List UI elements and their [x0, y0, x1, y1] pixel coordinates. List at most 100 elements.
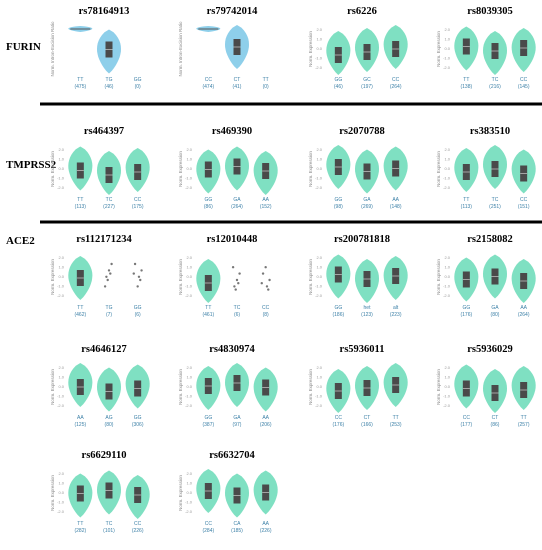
group-count: (80) — [491, 312, 500, 318]
y-tick-label: 2.0 — [316, 255, 322, 260]
y-tick-label: -2.0 — [185, 293, 193, 298]
group-count: (461) — [202, 312, 214, 318]
point — [234, 288, 237, 291]
y-tick-label: 0.0 — [444, 274, 450, 279]
section-label: FURIN — [6, 41, 41, 53]
group-count: (264) — [390, 84, 402, 90]
y-axis-label: Norm. Expression — [50, 259, 55, 295]
panel-title: rs200781818 — [334, 234, 390, 245]
y-tick-label: 2.0 — [316, 147, 322, 152]
x-tick-label: CC — [520, 197, 528, 203]
x-tick-label: CC — [205, 77, 213, 83]
group-count: (41) — [233, 84, 242, 90]
group-count: (177) — [460, 422, 472, 428]
y-tick-label: 2.0 — [186, 365, 192, 370]
panel-title: rs79742014 — [207, 6, 258, 17]
group-count: (176) — [460, 312, 472, 318]
group-count: (223) — [390, 312, 402, 318]
point — [235, 278, 239, 282]
y-tick-label: 0.0 — [58, 274, 64, 279]
section-label: TMPRSS2 — [6, 159, 57, 171]
group-count: (0) — [263, 84, 269, 90]
group-count: (123) — [361, 312, 373, 318]
x-tick-label: GA — [233, 197, 241, 203]
group-count: (113) — [75, 204, 87, 210]
group-count: (148) — [390, 204, 402, 210]
y-axis-label: Norm. Expression — [308, 151, 313, 187]
y-tick-label: 1.0 — [58, 375, 64, 380]
y-tick-label: -2.0 — [185, 185, 193, 190]
point — [137, 275, 141, 278]
group-count: (462) — [74, 312, 86, 318]
group-count: (387) — [202, 422, 214, 428]
x-tick-label: GG — [134, 305, 142, 311]
panel-title: rs2070788 — [339, 126, 385, 137]
y-tick-label: 1.0 — [316, 157, 322, 162]
group-count: (197) — [361, 84, 373, 90]
y-tick-label: 0.0 — [58, 166, 64, 171]
x-tick-label: TT — [263, 77, 269, 83]
x-tick-label: CC — [392, 77, 400, 83]
y-tick-label: -2.0 — [443, 403, 451, 408]
y-tick-label: -1.0 — [57, 284, 65, 289]
point — [238, 272, 241, 275]
x-tick-label: AA — [77, 415, 84, 421]
group-count: (185) — [231, 528, 243, 534]
x-tick-label: CC — [520, 77, 528, 83]
x-tick-label: alt — [393, 305, 399, 311]
group-count: (46) — [105, 84, 114, 90]
y-tick-label: 2.0 — [186, 147, 192, 152]
y-tick-label: 0.0 — [186, 490, 192, 495]
x-tick-label: het — [364, 305, 372, 311]
panel-title: rs4646127 — [81, 344, 127, 355]
y-tick-label: -2.0 — [315, 185, 323, 190]
group-count: (101) — [103, 528, 115, 534]
point — [264, 266, 267, 269]
group-count: (86) — [491, 422, 500, 428]
x-tick-label: TC — [492, 77, 499, 83]
y-axis-label: Norm. Expression — [50, 369, 55, 405]
y-tick-label: 0.0 — [316, 46, 322, 51]
y-axis-label: Norm. Intron-Excision Ratio — [50, 21, 55, 77]
x-tick-label: GA — [491, 305, 499, 311]
panel-title: rs6629110 — [82, 450, 127, 461]
y-tick-label: -1.0 — [443, 176, 451, 181]
x-tick-label: GA — [233, 415, 241, 421]
y-axis-label: Norm. Expression — [178, 475, 183, 511]
y-tick-label: -1.0 — [443, 394, 451, 399]
y-tick-label: 0.0 — [444, 166, 450, 171]
y-tick-label: 2.0 — [58, 471, 64, 476]
x-tick-label: TT — [77, 521, 83, 527]
point — [237, 282, 240, 285]
point — [136, 285, 139, 288]
y-tick-label: 1.0 — [186, 375, 192, 380]
x-tick-label: CC — [134, 197, 142, 203]
group-count: (251) — [489, 204, 501, 210]
y-tick-label: -1.0 — [315, 284, 323, 289]
y-tick-label: 1.0 — [444, 265, 450, 270]
x-tick-label: AA — [520, 305, 527, 311]
group-count: (86) — [204, 204, 213, 210]
group-count: (474) — [202, 84, 214, 90]
y-tick-label: -1.0 — [185, 500, 193, 505]
y-tick-label: -2.0 — [315, 293, 323, 298]
x-tick-label: TC — [106, 521, 113, 527]
x-tick-label: TC — [106, 197, 113, 203]
panel-title: rs6226 — [347, 6, 377, 17]
x-tick-label: TT — [205, 305, 211, 311]
group-count: (253) — [390, 422, 402, 428]
group-count: (151) — [518, 204, 530, 210]
group-count: (306) — [132, 422, 144, 428]
y-tick-label: 2.0 — [444, 147, 450, 152]
x-tick-label: CA — [234, 521, 242, 527]
group-count: (475) — [74, 84, 86, 90]
group-count: (6) — [234, 312, 240, 318]
group-count: (206) — [260, 422, 272, 428]
point — [139, 278, 142, 282]
x-tick-label: GA — [363, 197, 371, 203]
